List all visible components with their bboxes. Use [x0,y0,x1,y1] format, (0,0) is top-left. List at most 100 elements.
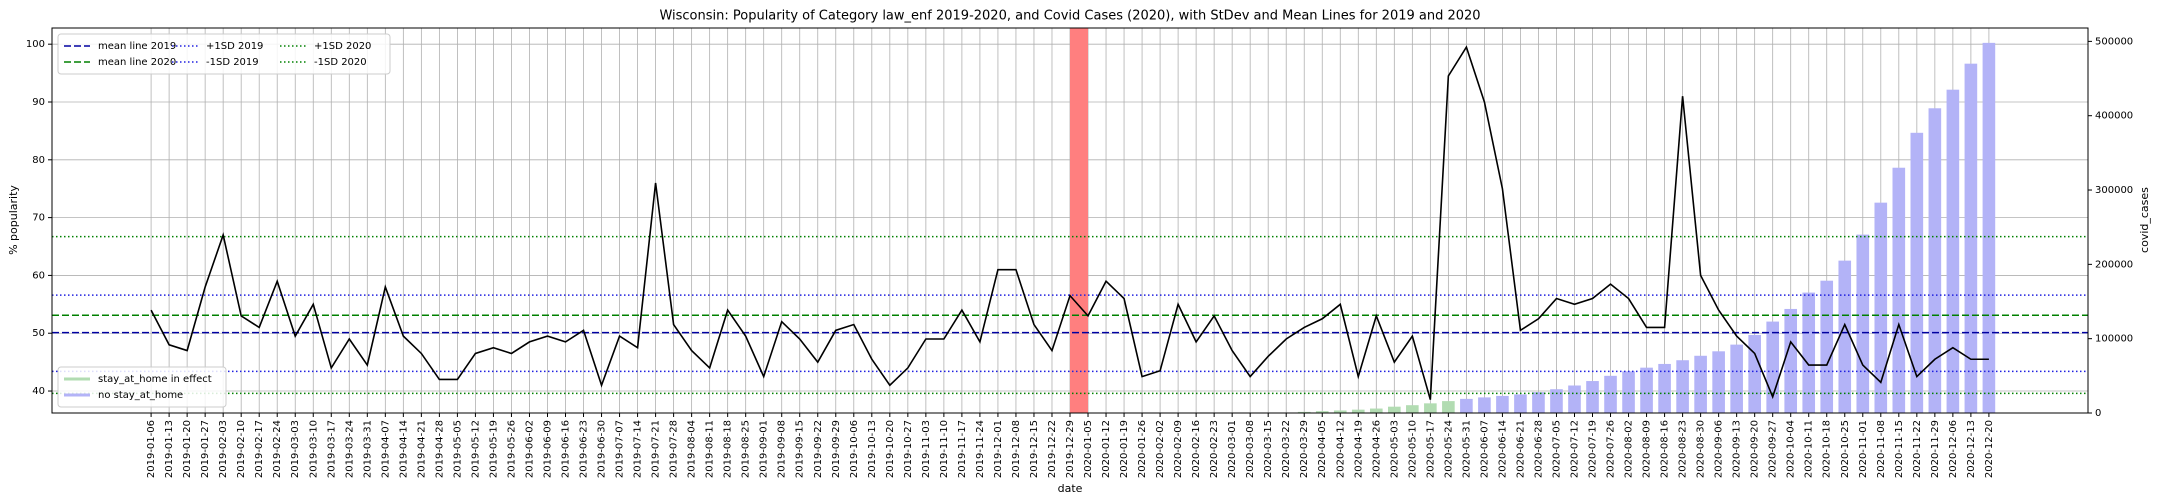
x-tick-label: 2019-08-18 [723,420,734,478]
y-tick-label: 40 [32,386,45,397]
x-tick-label: 2019-06-23 [579,420,590,478]
x-tick-label: 2019-09-15 [795,420,806,478]
bar [1766,321,1779,413]
bar [1297,411,1311,413]
x-tick-label: 2019-06-09 [542,420,553,478]
bar [1892,167,1906,413]
x-tick-label: 2019-01-20 [182,420,193,478]
x-tick-label: 2020-06-14 [1497,420,1508,478]
x-tick-label: 2020-03-29 [1299,420,1310,478]
x-tick-label: 2020-12-06 [1948,420,1959,478]
x-tick-label: 2020-09-27 [1768,420,1779,478]
x-tick-label: 2019-08-25 [741,420,752,478]
y2-tick-label: 100000 [2095,334,2133,345]
x-tick-label: 2020-10-25 [1840,420,1851,478]
x-tick-label: 2020-06-21 [1515,420,1526,478]
x-tick-label: 2019-12-01 [993,420,1004,478]
x-tick-label: 2020-02-09 [1173,420,1184,478]
x-tick-label: 2019-12-29 [1065,420,1076,478]
x-tick-label: 2020-03-08 [1245,420,1256,478]
x-tick-label: 2019-06-02 [524,420,535,478]
x-tick-label: 2019-09-29 [831,420,842,478]
x-tick-label: 2020-02-23 [1209,420,1220,478]
x-tick-label: 2019-10-27 [903,420,914,478]
x-tick-label: 2020-05-24 [1443,420,1454,478]
legend-label: -1SD 2020 [314,57,367,68]
bar [1982,42,1996,413]
x-tick-label: 2020-08-02 [1624,420,1635,478]
x-tick-label: 2020-07-05 [1551,420,1562,478]
x-tick-label: 2020-03-22 [1281,420,1292,478]
bar [1694,355,1707,413]
x-tick-label: 2019-11-03 [921,420,932,478]
bar [1640,367,1653,413]
x-tick-label: 2020-09-20 [1750,420,1761,478]
y2-tick-label: 300000 [2095,185,2133,196]
line [150,45,1989,400]
bar [1442,401,1455,413]
bar [1622,371,1635,413]
x-tick-label: 2020-02-02 [1155,420,1166,478]
x-tick-label: 2019-03-10 [308,420,319,478]
x-tick-label: 2020-07-26 [1606,420,1617,478]
x-tick-label: 2019-07-21 [651,420,662,478]
x-tick-label: 2020-08-30 [1696,420,1707,478]
x-tick-label: 2019-07-14 [633,420,644,478]
x-tick-label: 2019-05-19 [488,420,499,478]
bar [1478,397,1491,413]
y-tick-label: 60 [32,270,45,281]
x-tick-label: 2019-11-24 [975,420,986,478]
x-tick-label: 2019-04-14 [398,420,409,478]
x-tick-label: 2020-12-20 [1984,420,1995,478]
x-tick-label: 2020-10-11 [1804,420,1815,478]
x-tick-label: 2020-07-19 [1588,420,1599,478]
bar [1388,406,1401,413]
bar [1784,308,1798,413]
x-tick-label: 2019-09-01 [759,420,770,478]
bar [1460,398,1473,413]
bar [1730,344,1743,413]
bar [1514,394,1527,413]
legend-label: -1SD 2019 [206,57,259,68]
bar [1802,292,1816,413]
bar [1424,403,1437,413]
x-tick-label: 2020-11-15 [1894,420,1905,478]
x-tick-label: 2019-10-20 [885,420,896,478]
bar [1676,360,1689,413]
bar [1532,392,1545,413]
bar [1856,234,1870,413]
x-tick-label: 2020-02-16 [1191,420,1202,478]
x-tick-label: 2019-07-28 [669,420,680,478]
x-tick-label: 2019-05-05 [452,420,463,478]
y2-axis-label: covid_cases [2138,187,2151,253]
x-tick-label: 2020-10-04 [1786,420,1797,478]
bar [1820,280,1834,413]
x-tick-label: 2019-05-26 [506,420,517,478]
x-tick-label: 2020-11-29 [1930,420,1941,478]
x-tick-label: 2020-08-23 [1678,420,1689,478]
x-tick-label: 2020-04-05 [1317,420,1328,478]
x-tick-label: 2019-11-10 [939,420,950,478]
bar [1568,385,1581,413]
x-tick-label: 2019-01-27 [200,420,211,478]
x-tick-label: 2019-11-17 [957,420,968,478]
legend-label: +1SD 2020 [314,41,371,52]
x-tick-label: 2019-06-30 [597,420,608,478]
x-tick-label: 2019-02-10 [236,420,247,478]
y-tick-label: 80 [32,155,45,166]
x-tick-label: 2019-12-15 [1029,420,1040,478]
x-tick-label: 2020-09-06 [1714,420,1725,478]
bar [1712,351,1725,413]
x-tick-label: 2020-10-18 [1822,420,1833,478]
legend-box [57,366,227,408]
x-tick-label: 2020-06-07 [1479,420,1490,478]
x-tick-label: 2019-04-07 [380,420,391,478]
x-axis-label: date [1058,482,1083,495]
x-tick-label: 2020-01-26 [1137,420,1148,478]
bar [1496,395,1509,413]
bar [1586,381,1599,413]
y-axis-label: % popularity [7,185,20,255]
x-tick-label: 2020-08-16 [1660,420,1671,478]
x-tick-label: 2019-09-22 [813,420,824,478]
